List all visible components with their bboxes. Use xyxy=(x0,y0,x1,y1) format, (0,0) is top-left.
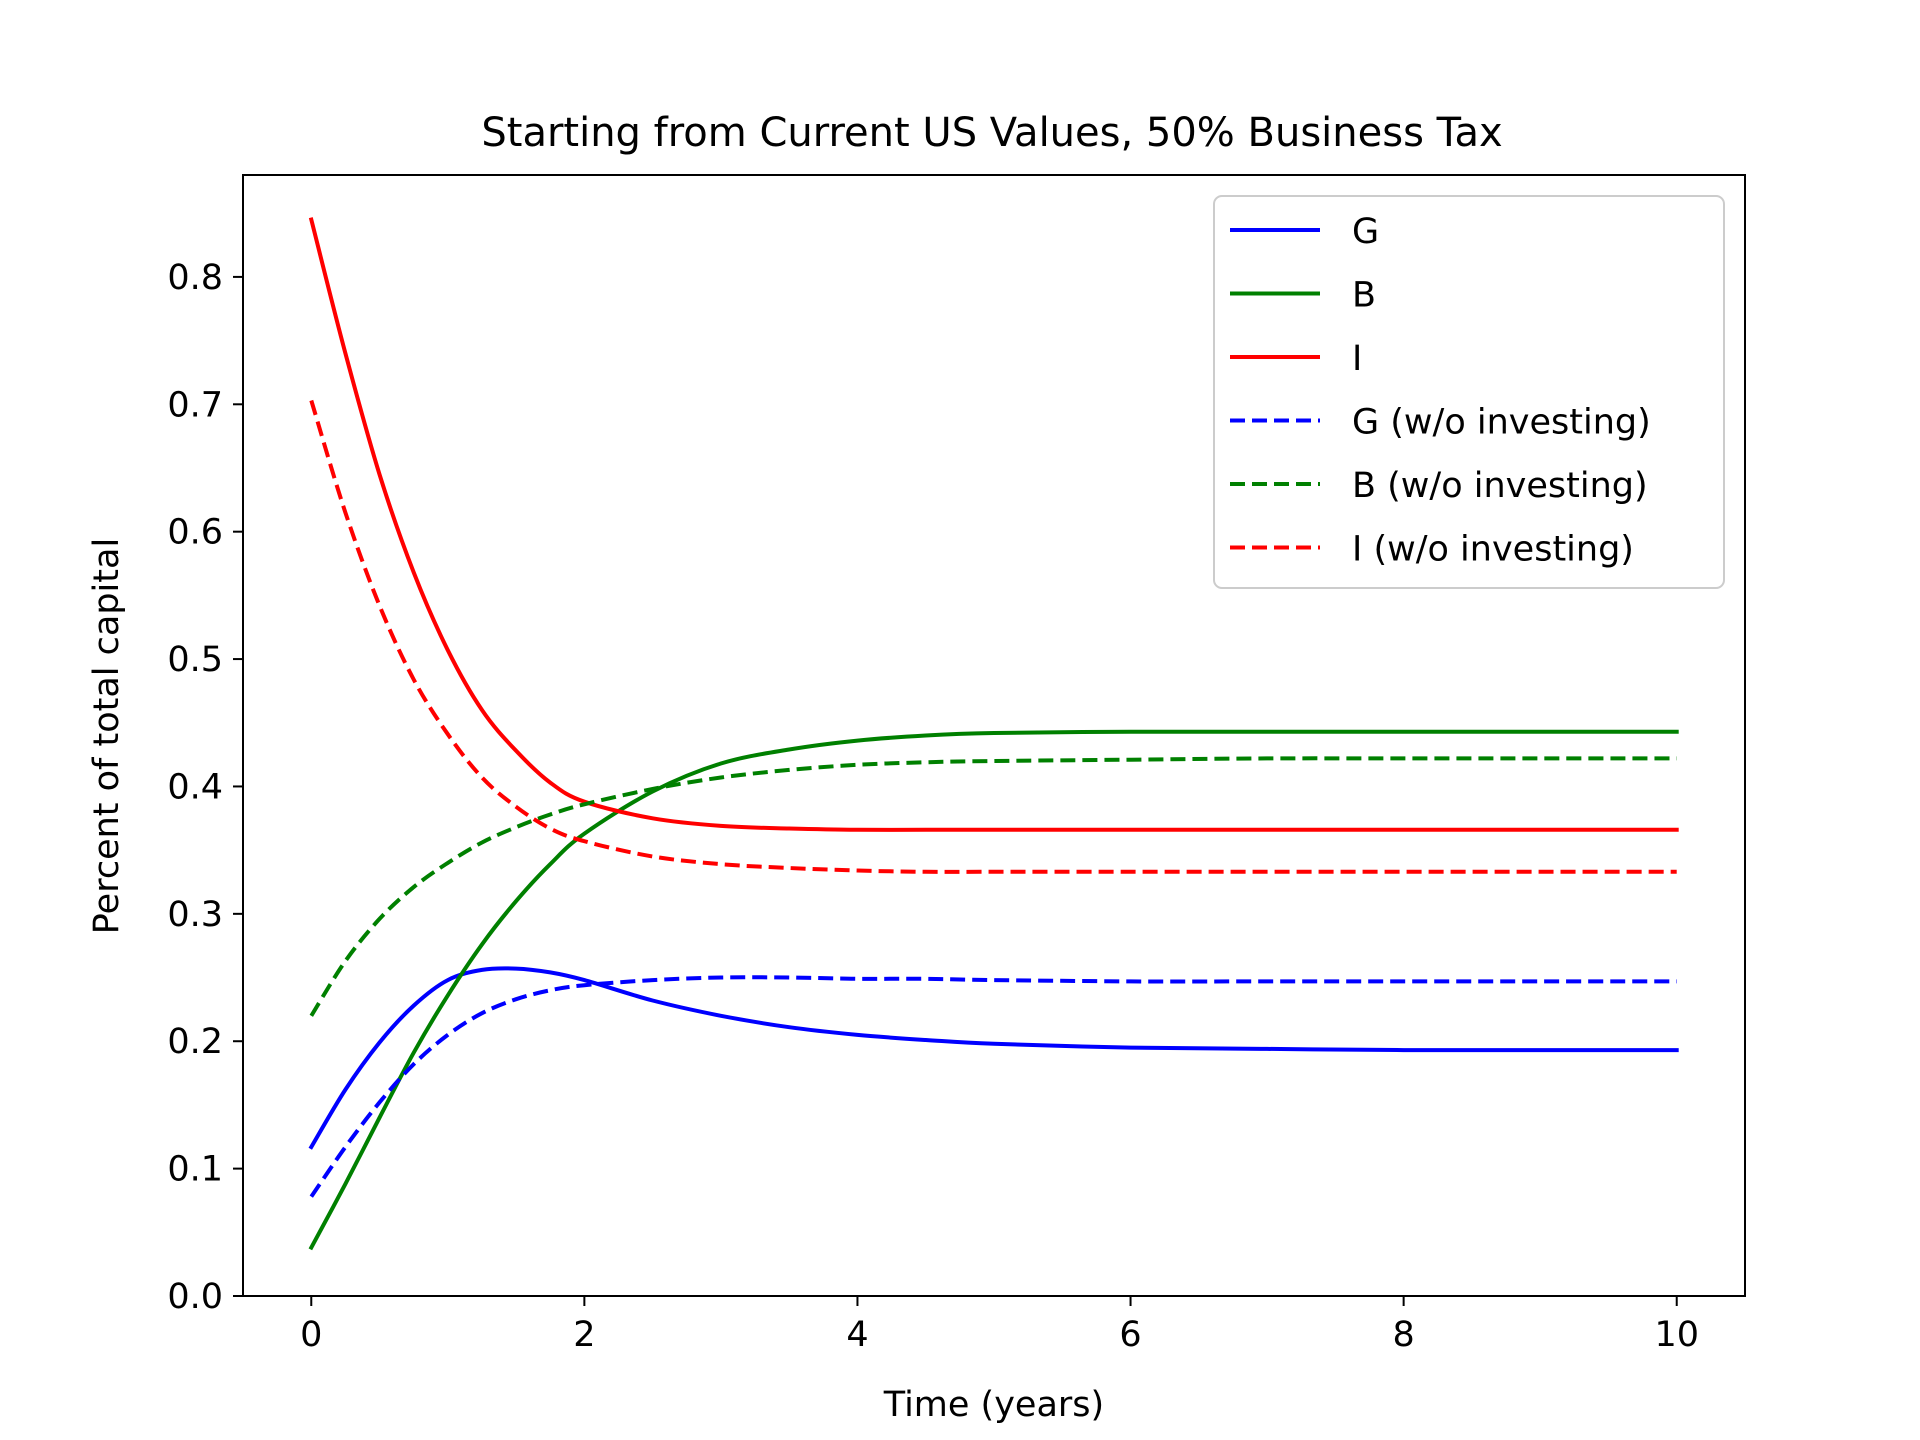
plot-frame xyxy=(242,174,1746,1297)
series-layer xyxy=(308,217,1679,1251)
legend-label-0: G xyxy=(1352,212,1379,252)
y-tick-label: 0.3 xyxy=(167,895,223,935)
legend-label-4: B (w/o investing) xyxy=(1352,466,1648,506)
x-tick-label: 2 xyxy=(573,1315,595,1355)
series-line-2 xyxy=(308,217,1679,832)
series-line-5 xyxy=(309,399,1677,874)
y-axis-label: Percent of total capital xyxy=(87,538,127,934)
series-line-4 xyxy=(309,756,1677,1017)
y-tick-label: 0.0 xyxy=(167,1277,223,1317)
x-axis-label: Time (years) xyxy=(883,1385,1104,1425)
x-tick-label: 10 xyxy=(1654,1315,1699,1355)
y-tick-label: 0.2 xyxy=(167,1022,223,1062)
y-tick-label: 0.7 xyxy=(167,385,223,425)
chart-title: Starting from Current US Values, 50% Bus… xyxy=(481,110,1502,156)
y-axis: 0.0 0.1 0.2 0.3 0.4 0.5 0.6 0.7 0.8 xyxy=(167,258,243,1317)
series-line-0 xyxy=(308,966,1679,1150)
x-axis: 0 2 4 6 8 10 xyxy=(300,1296,1699,1355)
x-tick-label: 4 xyxy=(846,1315,868,1355)
y-tick-label: 0.8 xyxy=(167,258,223,298)
y-tick-label: 0.1 xyxy=(167,1150,223,1190)
y-tick-label: 0.5 xyxy=(167,640,223,680)
x-tick-label: 8 xyxy=(1392,1315,1414,1355)
y-tick-label: 0.4 xyxy=(167,767,223,807)
legend-label-3: G (w/o investing) xyxy=(1352,403,1651,443)
legend-label-5: I (w/o investing) xyxy=(1352,530,1634,570)
series-line-3 xyxy=(309,975,1677,1198)
legend: GBI G (w/o investing) B (w/o investing) I (… xyxy=(1213,195,1725,589)
series-line-1 xyxy=(308,729,1679,1251)
x-tick-label: 6 xyxy=(1119,1315,1141,1355)
legend-box xyxy=(1213,195,1725,589)
x-tick-label: 0 xyxy=(300,1315,322,1355)
legend-label-1: B xyxy=(1352,276,1376,316)
y-tick-label: 0.6 xyxy=(167,513,223,553)
legend-label-2: I xyxy=(1352,339,1362,379)
